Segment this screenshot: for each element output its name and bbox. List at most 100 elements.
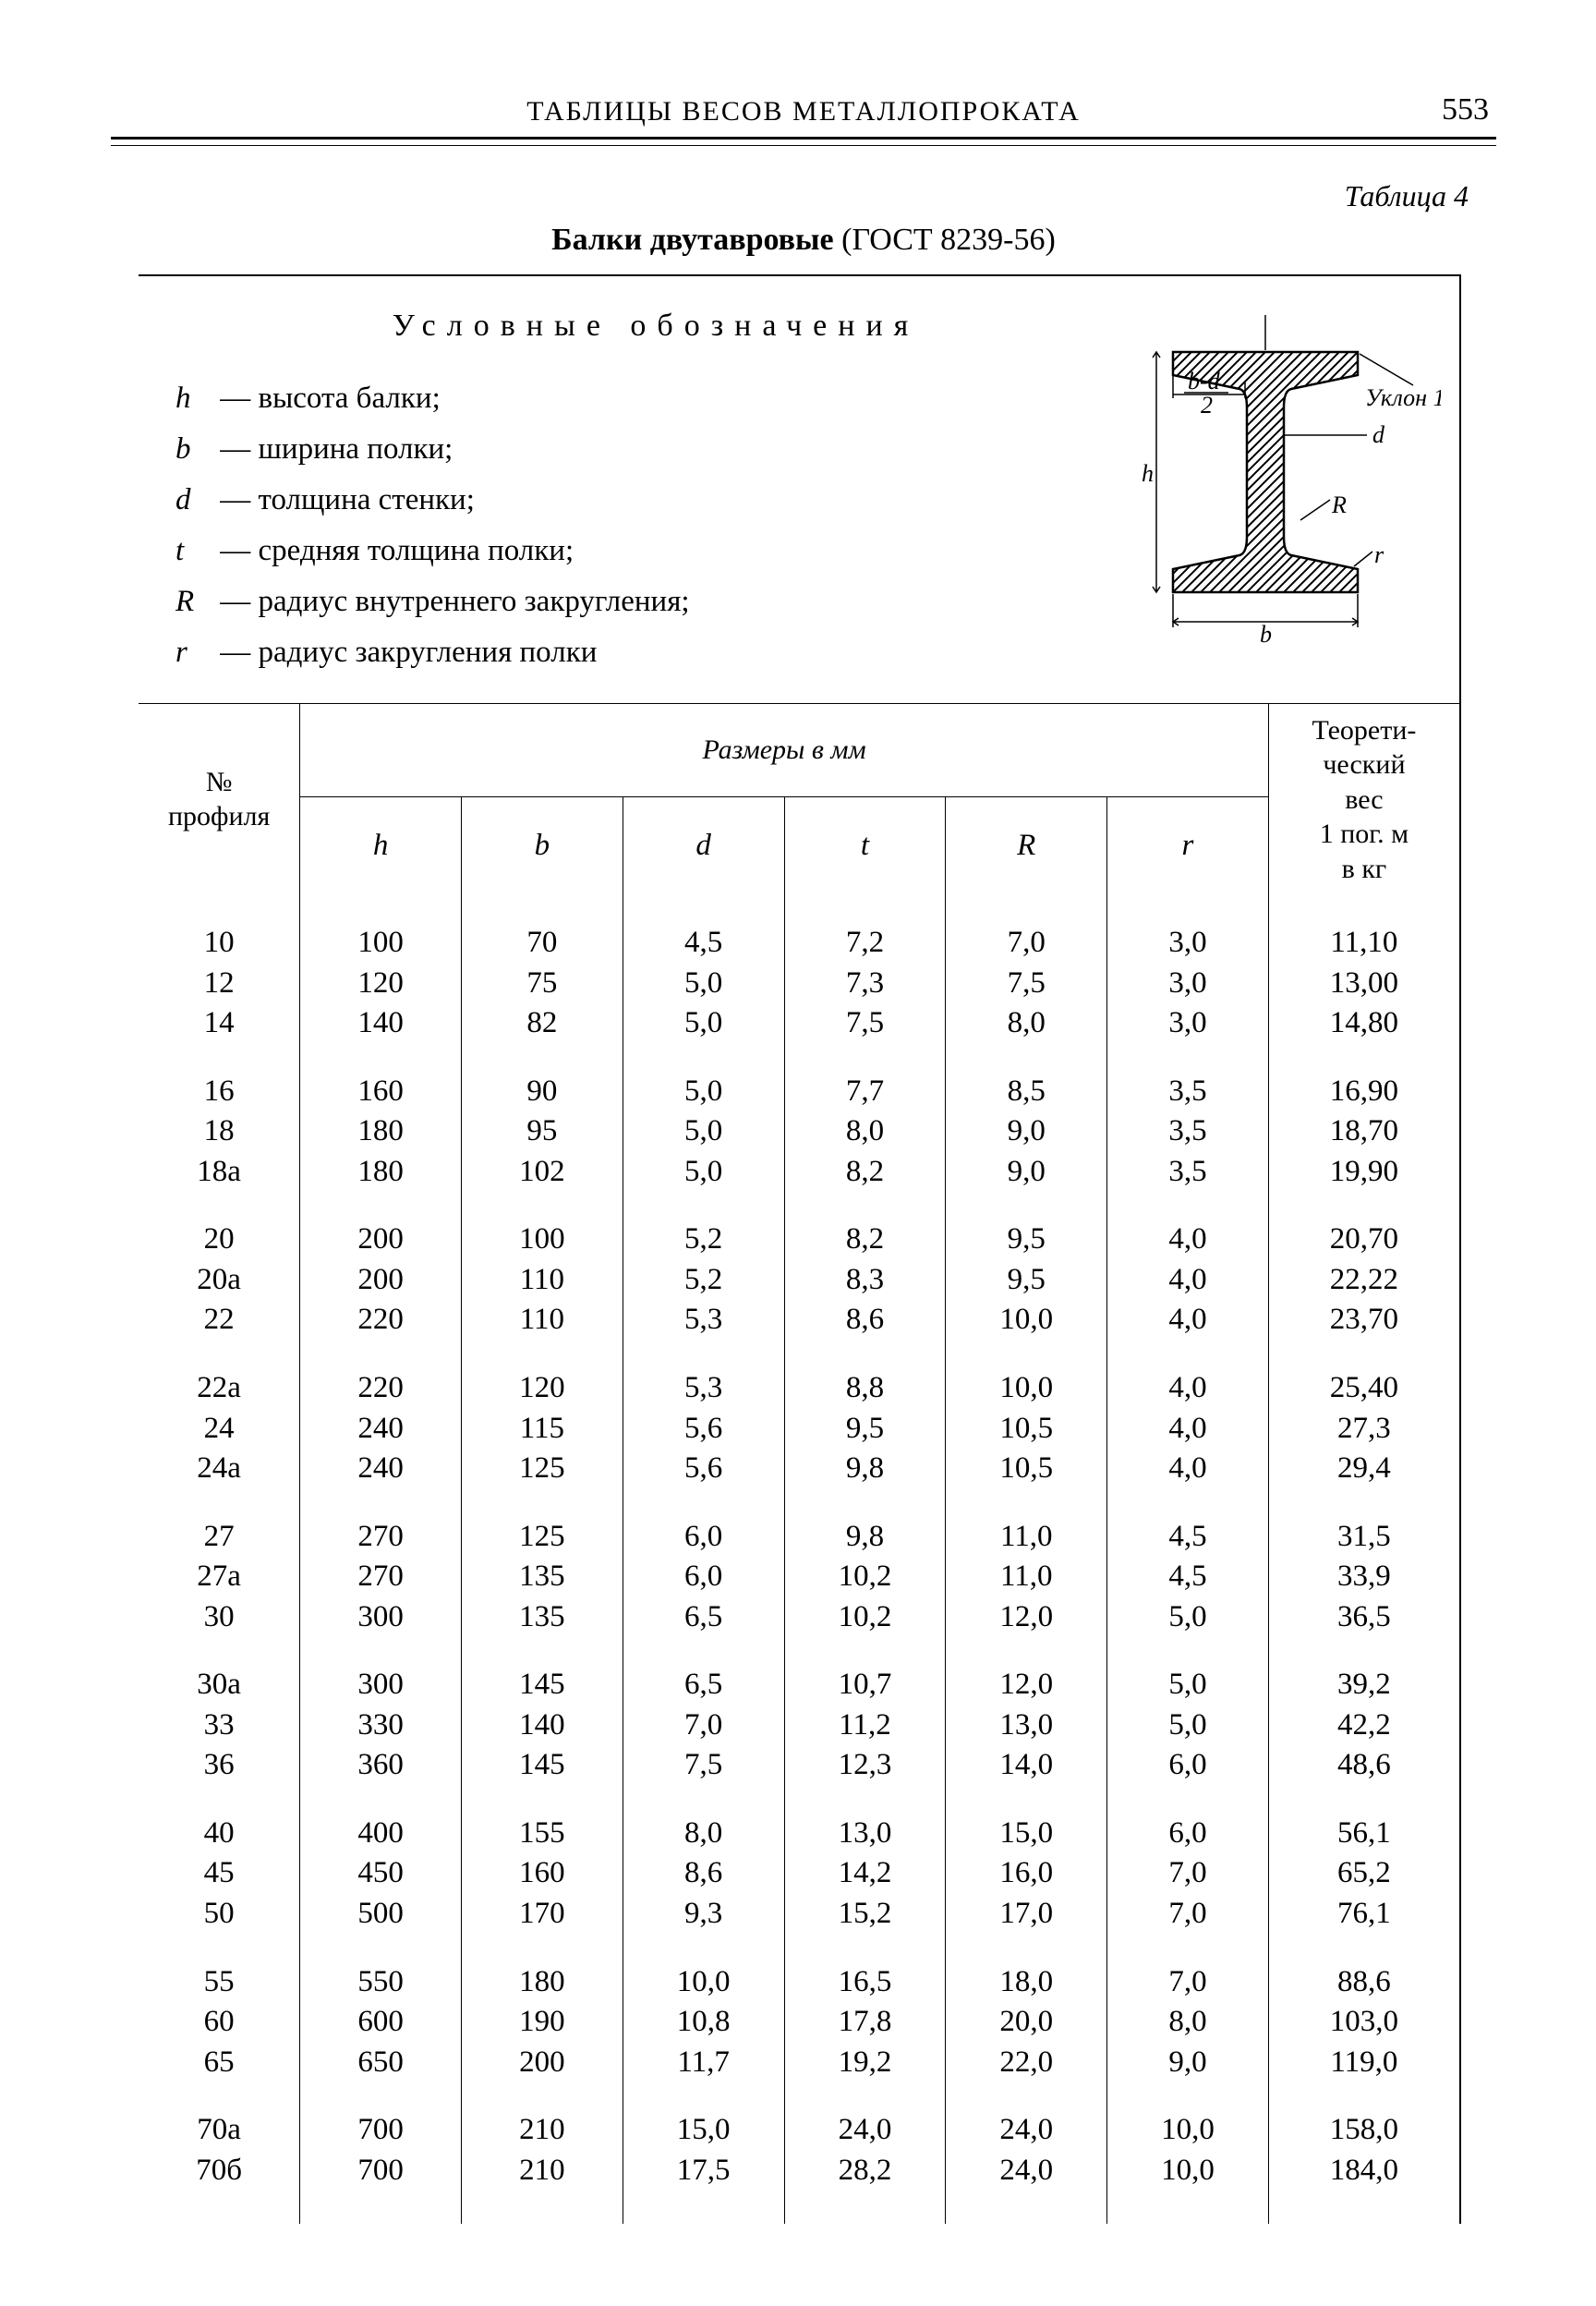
table-cell: 4,0 [1113,1409,1263,1450]
col-r: r [1107,796,1269,895]
table-group: 10,010,510,5 [951,1368,1101,1489]
table-cell: 7,5 [951,964,1101,1004]
table-cell: 14,0 [951,1745,1101,1786]
table-cell: 8,2 [791,1152,940,1193]
table-cell: 8,6 [791,1300,940,1341]
table-group: 125135135 [467,1517,617,1638]
table-cell: 550 [306,1962,455,2003]
table-cell: 3,0 [1113,923,1263,964]
table-cell: 36,5 [1275,1597,1454,1638]
table-cell: 18а [144,1152,294,1193]
table-group: 24,028,2 [791,2110,940,2191]
table-cell: 95 [467,1111,617,1152]
table-cell: 125 [467,1449,617,1489]
table-cell: 8,0 [791,1111,940,1152]
rule-thin [111,145,1496,146]
table-cell: 17,8 [791,2002,940,2043]
table-group: 9,810,210,2 [791,1517,940,1638]
table-group: 100120140 [306,923,455,1044]
table-cell: 145 [467,1665,617,1705]
table-cell: 24,0 [791,2110,940,2151]
table-cell: 10,2 [791,1597,940,1638]
table-group: 25,4027,329,4 [1275,1368,1454,1489]
table-cell: 400 [306,1814,455,1854]
diagram-label-slope: Уклон 1:6 [1365,384,1441,411]
table-cell: 10 [144,923,294,964]
col-R: R [946,796,1107,895]
diagram-label-r: r [1374,541,1384,568]
table-title: Балки двутавровые (ГОСТ 8239-56) [111,223,1496,258]
diagram-label-b: b [1260,621,1272,648]
table-group: 158,0184,0 [1275,2110,1454,2191]
table-cell: 48,6 [1275,1745,1454,1786]
table-group: 6,57,07,5 [629,1665,779,1786]
diagram-label-R: R [1331,492,1347,518]
table-cell: 650 [306,2043,455,2083]
table-cell: 200 [306,1220,455,1260]
table-cell: 4,0 [1113,1260,1263,1301]
table-cell: 9,5 [951,1220,1101,1260]
table-label: Таблица 4 [111,179,1469,213]
table-cell: 11,0 [951,1517,1101,1558]
table-cell: 135 [467,1597,617,1638]
page: 000 ТАБЛИЦЫ ВЕСОВ МЕТАЛЛОПРОКАТА 553 Таб… [111,92,1496,2224]
table-cell: 19,2 [791,2043,940,2083]
table-cell: 13,0 [791,1814,940,1854]
table-cell: 240 [306,1409,455,1450]
table-cell: 115 [467,1409,617,1450]
table-group: 404550 [144,1814,294,1935]
table-cell: 18 [144,1111,294,1152]
table-cell: 5,0 [1113,1665,1263,1705]
table-cell: 19,90 [1275,1152,1454,1193]
table-cell: 8,3 [791,1260,940,1301]
table-cell: 110 [467,1300,617,1341]
table-cell: 9,0 [951,1111,1101,1152]
table-cell: 16,0 [951,1853,1101,1894]
table-cell: 27 [144,1517,294,1558]
table-cell: 30 [144,1597,294,1638]
table-group: 700700 [306,2110,455,2191]
table-cell: 210 [467,2151,617,2191]
table-group: 10,711,212,3 [791,1665,940,1786]
table-group: 4,54,55,0 [1113,1517,1263,1638]
diagram-label-bd2: b-d [1188,368,1221,394]
table-cell: 10,0 [1113,2110,1263,2151]
table-frame: Условные обозначения h — высота балки;b … [139,274,1461,2224]
table-cell: 10,8 [629,2002,779,2043]
table-cell: 14,80 [1275,1003,1454,1044]
table-cell: 3,0 [1113,964,1263,1004]
table-cell: 22,22 [1275,1260,1454,1301]
table-cell: 5,0 [629,964,779,1004]
table-cell: 120 [467,1368,617,1409]
table-group: 56,165,276,1 [1275,1814,1454,1935]
table-cell: 7,5 [629,1745,779,1786]
table-cell: 140 [467,1705,617,1746]
table-cell: 18,70 [1275,1111,1454,1152]
table-cell: 9,5 [791,1409,940,1450]
legend-text: Условные обозначения h — высота балки;b … [175,302,1136,681]
table-group: 550600650 [306,1962,455,2083]
table-cell: 3,0 [1113,1003,1263,1044]
table-cell: 4,5 [1113,1517,1263,1558]
table-cell: 4,5 [1113,1557,1263,1597]
table-cell: 7,0 [629,1705,779,1746]
table-cell: 220 [306,1368,455,1409]
table-cell: 22 [144,1300,294,1341]
table-group: 11,1013,0014,80 [1275,923,1454,1044]
table-cell: 4,0 [1113,1368,1263,1409]
legend-block: Условные обозначения h — высота балки;b … [139,276,1459,703]
table-cell: 20,0 [951,2002,1101,2043]
table-cell: 360 [306,1745,455,1786]
table-cell: 9,5 [951,1260,1101,1301]
table-group: 13,014,215,2 [791,1814,940,1935]
table-cell: 15,2 [791,1894,940,1935]
table-cell: 24 [144,1409,294,1450]
table-cell: 6,0 [1113,1745,1263,1786]
table-group: 10,010,0 [1113,2110,1263,2191]
table-cell: 75 [467,964,617,1004]
table-cell: 3,5 [1113,1072,1263,1112]
table-cell: 145 [467,1745,617,1786]
table-cell: 180 [306,1152,455,1193]
table-cell: 36 [144,1745,294,1786]
table-cell: 18,0 [951,1962,1101,2003]
